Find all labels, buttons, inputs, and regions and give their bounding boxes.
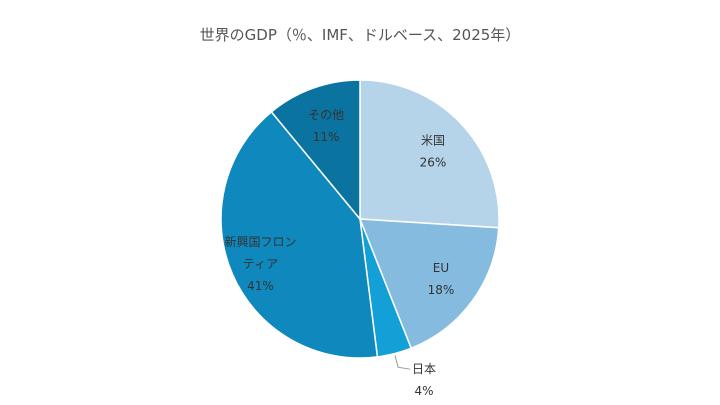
slice-label-4: その他	[308, 108, 344, 122]
slice-label-1: EU	[433, 261, 449, 275]
pie-slice-3	[220, 110, 379, 359]
slice-label-3: ティア	[243, 257, 278, 271]
chart-title: 世界のGDP（％、IMF、ドルベース、2025年）	[200, 26, 521, 44]
slice-label-2: 日本	[412, 362, 436, 376]
pie-slice-4	[270, 79, 361, 222]
pie-slice-0	[359, 79, 500, 229]
pie-slice-1	[358, 218, 500, 350]
slice-label-0: 米国	[421, 133, 445, 147]
slice-value-3: 41%	[247, 279, 274, 293]
slice-label-3: 新興国フロン	[224, 234, 296, 249]
slice-value-1: 18%	[428, 283, 455, 297]
slice-value-4: 11%	[313, 130, 340, 144]
leader-line-2	[394, 355, 411, 370]
slice-value-0: 26%	[420, 155, 447, 169]
slice-value-2: 4%	[415, 384, 434, 398]
